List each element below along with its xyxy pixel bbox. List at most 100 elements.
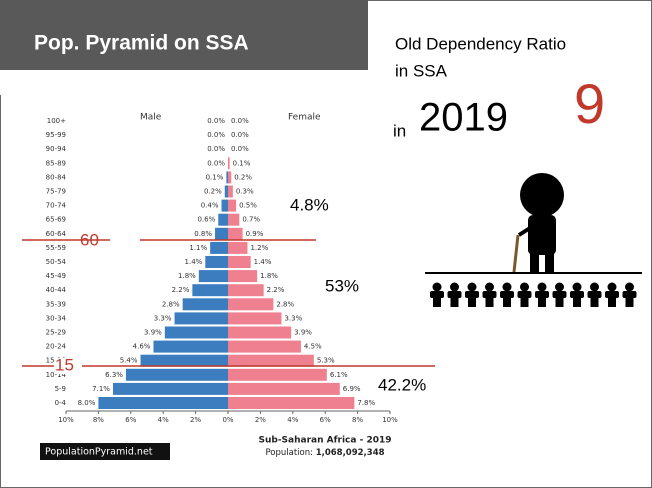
pyramid: 10% 8% 6% 4% 2% 0% 2% 4% 6% 8% 10% 0-4 8.0% 7.8% 5-9 7.… bbox=[46, 117, 398, 424]
people-row bbox=[430, 282, 637, 307]
person-body bbox=[535, 291, 549, 298]
header-gap bbox=[0, 70, 368, 95]
bar bbox=[228, 368, 327, 381]
bar bbox=[228, 270, 258, 283]
person-legs bbox=[555, 297, 564, 307]
person-head bbox=[502, 282, 512, 292]
data-label: 2.8% bbox=[276, 300, 294, 308]
x-tick-label: 6% bbox=[125, 416, 136, 424]
person-body bbox=[570, 291, 584, 298]
person-legs bbox=[503, 297, 511, 307]
y-tick-label: 95-99 bbox=[46, 131, 66, 139]
person-head bbox=[555, 282, 564, 292]
bar bbox=[228, 256, 251, 268]
bar bbox=[228, 199, 237, 212]
person-body bbox=[430, 291, 444, 298]
bar bbox=[224, 185, 228, 198]
person-legs bbox=[520, 297, 529, 307]
y-tick-label: 55-59 bbox=[46, 244, 66, 252]
y-tick-label: 60-64 bbox=[46, 230, 67, 238]
source: PopulationPyramid.net bbox=[45, 447, 153, 458]
data-label: 0.8% bbox=[194, 230, 212, 238]
data-label: 0.1% bbox=[206, 173, 224, 181]
bar bbox=[112, 382, 228, 395]
person-legs bbox=[608, 297, 616, 307]
population-label: Population: bbox=[265, 448, 315, 458]
info-in: in bbox=[393, 121, 406, 140]
bar bbox=[210, 241, 228, 254]
bar bbox=[153, 340, 228, 353]
data-label: 0.0% bbox=[231, 117, 249, 125]
annotation: 4.8% bbox=[290, 195, 329, 214]
y-tick-label: 90-94 bbox=[46, 145, 67, 153]
bar bbox=[221, 199, 228, 212]
person-body bbox=[482, 291, 497, 298]
bar bbox=[228, 213, 240, 226]
chart-title: Sub-Saharan Africa - 2019 bbox=[258, 436, 391, 446]
data-label: 1.4% bbox=[185, 258, 203, 266]
data-label: 0.7% bbox=[242, 216, 260, 224]
y-tick-label: 40-44 bbox=[46, 286, 67, 294]
person-legs bbox=[468, 297, 476, 307]
data-label: 3.3% bbox=[284, 314, 302, 322]
person-body bbox=[605, 291, 619, 298]
y-tick-label: 5-9 bbox=[55, 385, 66, 393]
annotation: 53% bbox=[325, 276, 359, 295]
bar bbox=[182, 298, 228, 311]
bar bbox=[228, 298, 274, 311]
bar bbox=[228, 326, 292, 339]
person-legs bbox=[590, 297, 599, 307]
bar bbox=[228, 382, 340, 395]
data-label: 0.0% bbox=[207, 131, 225, 139]
bar bbox=[228, 227, 243, 240]
person-head bbox=[467, 282, 477, 292]
bar bbox=[228, 312, 282, 325]
x-tick-label: 0% bbox=[222, 416, 233, 424]
data-label: 4.5% bbox=[304, 343, 322, 351]
person-body bbox=[622, 291, 637, 298]
data-label: 4.6% bbox=[133, 343, 151, 351]
bar bbox=[218, 213, 228, 226]
bar bbox=[205, 256, 228, 268]
person-head bbox=[625, 282, 634, 292]
data-label: 1.8% bbox=[178, 272, 196, 280]
y-tick-label: 65-69 bbox=[46, 216, 66, 224]
person-body bbox=[552, 291, 567, 298]
bar bbox=[228, 284, 264, 297]
person-head bbox=[590, 282, 599, 292]
person-head bbox=[432, 282, 442, 292]
bar bbox=[125, 368, 228, 381]
bar bbox=[228, 397, 355, 409]
y-tick-label: 75-79 bbox=[46, 188, 66, 196]
data-label: 1.1% bbox=[189, 244, 207, 252]
y-tick-label: 85-89 bbox=[46, 159, 66, 167]
y-tick-label: 30-34 bbox=[46, 314, 67, 322]
person-head bbox=[450, 282, 459, 292]
annotation: 60 bbox=[80, 230, 99, 249]
data-label: 1.8% bbox=[260, 272, 278, 280]
person-body bbox=[465, 291, 479, 298]
data-label: 0.0% bbox=[231, 131, 249, 139]
person-legs bbox=[573, 297, 581, 307]
person-body bbox=[587, 291, 602, 298]
source-box bbox=[40, 443, 170, 460]
data-label: 1.2% bbox=[250, 244, 268, 252]
y-tick-label: 25-29 bbox=[46, 329, 66, 337]
data-label: 5.4% bbox=[120, 357, 138, 365]
person-legs bbox=[538, 297, 546, 307]
x-tick-label: 2% bbox=[255, 416, 266, 424]
data-label: 0.6% bbox=[197, 216, 215, 224]
header-box bbox=[0, 0, 368, 70]
person-legs bbox=[433, 297, 441, 307]
bar bbox=[198, 270, 228, 283]
person-head bbox=[485, 282, 494, 292]
data-label: 6.9% bbox=[343, 385, 361, 393]
x-tick-label: 6% bbox=[320, 416, 331, 424]
x-tick-label: 4% bbox=[158, 416, 169, 424]
data-label: 0.0% bbox=[231, 145, 249, 153]
y-tick-label: 100+ bbox=[47, 117, 66, 125]
person-head bbox=[520, 282, 529, 292]
data-label: 1.4% bbox=[254, 258, 272, 266]
y-tick-label: 70-74 bbox=[46, 202, 67, 210]
